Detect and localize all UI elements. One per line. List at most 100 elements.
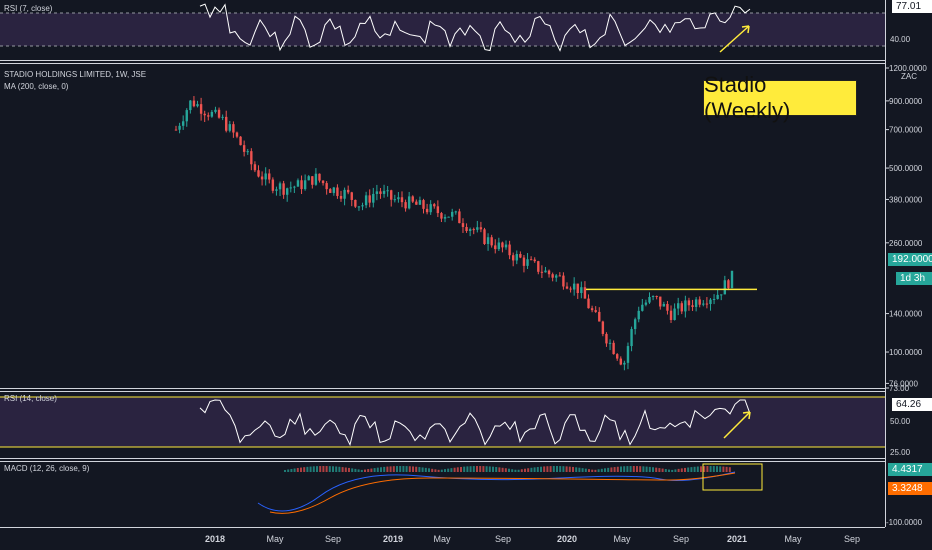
candle <box>314 173 318 185</box>
macd-histogram-bar <box>668 469 670 472</box>
x-axis-label: May <box>266 534 284 544</box>
macd-histogram-bar <box>300 467 302 472</box>
macd-histogram-bar <box>728 467 731 472</box>
x-axis-label: 2018 <box>205 534 225 544</box>
candle <box>720 294 723 296</box>
candle <box>504 244 508 248</box>
candle <box>246 151 249 153</box>
candle <box>472 229 475 231</box>
candle <box>210 111 214 117</box>
macd-histogram-bar <box>642 466 645 472</box>
macd-histogram-bar <box>284 470 286 472</box>
macd-histogram-bar <box>514 469 517 472</box>
candle <box>494 245 497 250</box>
signal-value-badge: 3.3248 <box>888 482 932 495</box>
macd-histogram-bar <box>415 466 418 472</box>
candle <box>339 195 343 199</box>
macd-histogram-bar <box>543 466 546 472</box>
macd-histogram-bar <box>645 466 648 472</box>
macd-histogram-bar <box>476 466 478 472</box>
macd-histogram-bar <box>428 468 430 472</box>
candle <box>641 304 644 311</box>
candle <box>400 197 404 203</box>
candle <box>368 195 371 203</box>
macd-histogram-bar <box>546 466 549 472</box>
candle <box>296 180 300 187</box>
macd-histogram-bar <box>437 469 440 472</box>
candle <box>257 170 260 177</box>
macd-histogram-bar <box>498 467 501 472</box>
macd-histogram-bar <box>652 467 654 472</box>
rsi-top-value-badge: 77.01 <box>892 0 932 13</box>
candle <box>669 310 673 320</box>
candle <box>712 298 716 300</box>
macd-histogram-bar <box>344 467 347 472</box>
candle <box>651 296 655 298</box>
candle <box>354 199 357 207</box>
candle <box>418 200 422 205</box>
candle <box>447 216 450 218</box>
macd-histogram-bar <box>303 467 306 472</box>
candle <box>239 136 242 146</box>
macd-histogram-bar <box>696 466 699 472</box>
macd-histogram-bar <box>610 467 613 472</box>
macd-histogram-bar <box>370 468 373 472</box>
macd-histogram-bar <box>463 466 466 472</box>
macd-histogram-bar <box>664 469 667 472</box>
candle <box>357 206 361 208</box>
candle <box>533 259 536 262</box>
macd-histogram-bar <box>725 466 728 472</box>
candle <box>278 183 282 190</box>
macd-histogram-bar <box>588 469 590 472</box>
candle <box>587 298 590 309</box>
macd-histogram-bar <box>287 469 290 472</box>
x-axis-label: 2021 <box>727 534 747 544</box>
candle <box>242 145 246 152</box>
macd-histogram-bar <box>335 466 338 472</box>
macd-histogram-bar <box>508 468 510 472</box>
candle <box>594 310 597 312</box>
macd-histogram-bar <box>421 467 424 472</box>
candle <box>196 104 199 107</box>
candle <box>286 188 289 195</box>
macd-title: MACD (12, 26, close, 9) <box>4 464 90 473</box>
macd-line <box>257 471 736 512</box>
candle <box>716 294 719 299</box>
candle <box>268 173 271 180</box>
candle <box>404 202 407 209</box>
candle <box>565 286 569 289</box>
candle <box>192 100 196 107</box>
macd-histogram-bar <box>434 469 437 472</box>
candle <box>684 300 687 312</box>
price-tick-label: 900.0000 <box>889 97 923 106</box>
candle <box>569 288 572 290</box>
macd-histogram-bar <box>351 468 354 472</box>
macd-histogram-bar <box>648 466 651 472</box>
candle <box>443 217 447 219</box>
x-axis-label: 2019 <box>383 534 403 544</box>
macd-histogram-bar <box>469 466 472 472</box>
candle <box>605 333 608 344</box>
candle <box>221 116 224 118</box>
candle <box>644 302 648 305</box>
candle <box>303 180 307 190</box>
candle <box>232 124 235 133</box>
chart-annotation-box: Stadio (Weekly) <box>703 72 857 123</box>
x-axis-label: Sep <box>844 534 860 544</box>
candle <box>207 115 210 117</box>
candle <box>709 299 712 304</box>
macd-histogram-bar <box>408 466 411 472</box>
macd-highlight-box <box>702 463 763 491</box>
macd-histogram-bar <box>719 466 722 472</box>
candle <box>386 190 389 192</box>
candle <box>293 186 296 188</box>
macd-histogram-bar <box>431 468 434 472</box>
macd-histogram-bar <box>623 466 626 472</box>
candle <box>364 195 368 206</box>
macd-histogram-bar <box>488 466 491 472</box>
macd-histogram-bar <box>629 466 632 472</box>
candle <box>433 204 436 207</box>
macd-histogram-bar <box>520 469 523 472</box>
price-tick-label: 73.00 <box>889 384 910 393</box>
candle <box>702 303 705 305</box>
